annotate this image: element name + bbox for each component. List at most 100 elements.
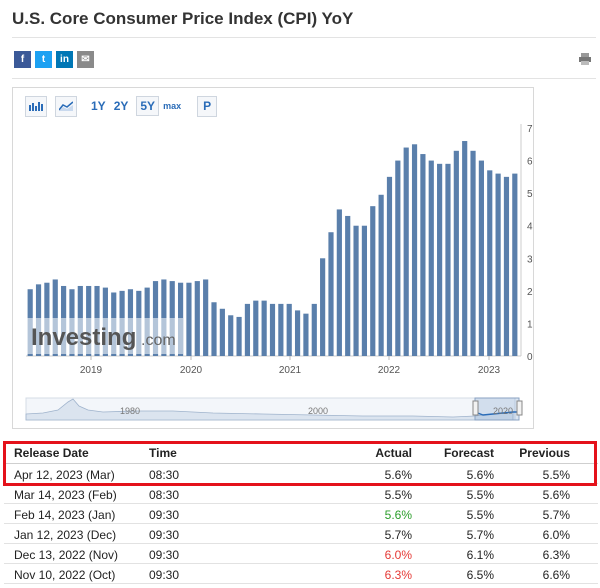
cell-time: 09:30 — [149, 508, 180, 522]
printer-icon[interactable] — [578, 52, 592, 66]
header-forecast[interactable]: Forecast — [443, 446, 494, 460]
bar[interactable] — [161, 279, 167, 356]
chart-container: 1Y 2Y 5Y max P 0 1 2 3 4 5 6 7 Investing .com 2019… — [12, 87, 534, 429]
bar[interactable] — [437, 163, 443, 356]
cell-actual: 5.6% — [384, 468, 412, 482]
bar-chart-toggle[interactable] — [25, 95, 47, 117]
cell-release-date: Feb 14, 2023 (Jan) — [14, 508, 116, 522]
twitter-share-button[interactable]: t — [35, 51, 52, 68]
table-row: Mar 14, 2023 (Feb) 08:30 5.5% 5.5% 5.6% — [4, 484, 598, 504]
cell-actual: 6.3% — [384, 568, 412, 582]
bar[interactable] — [345, 215, 351, 356]
y-tick-label: 7 — [527, 124, 533, 135]
header-time[interactable]: Time — [149, 446, 177, 460]
navigator-tick-label: 2020 — [493, 406, 513, 416]
bar[interactable] — [503, 176, 510, 356]
bar[interactable] — [395, 160, 401, 356]
bar[interactable] — [462, 141, 468, 356]
bar[interactable] — [311, 303, 317, 356]
bar[interactable] — [328, 232, 334, 356]
table-header-row: Release Date Time Actual Forecast Previo… — [4, 441, 598, 464]
bar[interactable] — [236, 316, 242, 356]
bar[interactable] — [303, 313, 309, 356]
cell-time: 09:30 — [149, 568, 180, 582]
bar[interactable] — [478, 160, 484, 356]
bar[interactable] — [370, 206, 376, 356]
cpi-bar-chart: 0 1 2 3 4 5 6 7 Investing .com 2019 2020 2021 2022 202… — [25, 124, 533, 421]
table-row: Jan 12, 2023 (Dec) 09:30 5.7% 5.7% 6.0% — [4, 524, 598, 544]
bar[interactable] — [269, 303, 276, 356]
bar-chart-icon — [29, 102, 43, 111]
cell-previous: 5.7% — [542, 508, 570, 522]
bar[interactable] — [487, 170, 493, 356]
facebook-share-button[interactable]: f — [14, 51, 31, 68]
cell-forecast: 5.5% — [466, 488, 494, 502]
bar[interactable] — [445, 163, 451, 356]
x-tick-label: 2022 — [378, 365, 401, 376]
bar[interactable] — [186, 282, 192, 356]
bar[interactable] — [278, 303, 284, 356]
bar[interactable] — [336, 209, 342, 356]
cell-previous: 5.5% — [542, 468, 570, 482]
y-tick-label: 0 — [527, 352, 533, 363]
bar[interactable] — [403, 147, 409, 356]
cell-previous: 6.0% — [542, 528, 570, 542]
bar[interactable] — [286, 303, 292, 356]
cell-actual: 5.5% — [384, 488, 412, 502]
header-actual[interactable]: Actual — [375, 446, 412, 460]
y-tick-label: 3 — [527, 254, 533, 265]
bar[interactable] — [378, 194, 384, 356]
bar[interactable] — [228, 315, 234, 356]
navigator-left-handle[interactable] — [472, 400, 479, 416]
bar[interactable] — [320, 258, 326, 356]
header-release-date[interactable]: Release Date — [14, 446, 89, 460]
area-chart-icon — [59, 101, 73, 111]
x-tick-label: 2020 — [180, 365, 203, 376]
bar[interactable] — [420, 154, 426, 356]
bar[interactable] — [512, 173, 518, 356]
header-previous[interactable]: Previous — [519, 446, 570, 460]
cell-release-date: Dec 13, 2022 (Nov) — [14, 548, 119, 562]
p-button[interactable]: P — [197, 95, 218, 117]
bar[interactable] — [353, 225, 359, 356]
range-max-button[interactable]: max — [163, 101, 182, 111]
x-tick-label: 2021 — [279, 365, 302, 376]
bar[interactable] — [428, 160, 434, 356]
range-1y-button[interactable]: 1Y — [91, 99, 106, 113]
bar[interactable] — [211, 302, 217, 356]
mail-share-button[interactable]: ✉ — [77, 51, 94, 68]
table-row: Apr 12, 2023 (Mar) 08:30 5.6% 5.6% 5.5% — [4, 464, 598, 484]
table-row: Dec 13, 2022 (Nov) 09:30 6.0% 6.1% 6.3% — [4, 544, 598, 564]
linkedin-share-button[interactable]: in — [56, 51, 73, 68]
cell-actual: 6.0% — [384, 548, 412, 562]
navigator-tick-label: 2000 — [308, 406, 328, 416]
y-tick-label: 4 — [527, 222, 533, 233]
range-2y-button[interactable]: 2Y — [113, 99, 129, 113]
navigator-right-handle[interactable] — [516, 400, 523, 416]
cell-release-date: Apr 12, 2023 (Mar) — [14, 468, 115, 482]
bar[interactable] — [361, 225, 368, 356]
bar[interactable] — [261, 300, 267, 356]
bar[interactable] — [244, 303, 251, 356]
page-title: U.S. Core Consumer Price Index (CPI) YoY — [12, 9, 354, 28]
range-5y-button[interactable]: 5Y — [136, 96, 160, 116]
bar[interactable] — [253, 300, 259, 356]
bar[interactable] — [386, 176, 393, 356]
y-tick-label: 5 — [527, 189, 533, 200]
bar[interactable] — [470, 150, 476, 356]
cell-forecast: 6.5% — [466, 568, 494, 582]
cell-release-date: Mar 14, 2023 (Feb) — [14, 488, 117, 502]
bar[interactable] — [294, 310, 301, 356]
chart-toolbar: 1Y 2Y 5Y max P — [25, 95, 225, 117]
bar[interactable] — [219, 308, 225, 356]
bar[interactable] — [411, 144, 418, 356]
bar[interactable] — [453, 150, 459, 356]
bar[interactable] — [52, 279, 58, 356]
divider — [12, 37, 596, 38]
bar[interactable] — [203, 279, 209, 356]
cell-time: 09:30 — [149, 548, 180, 562]
bar[interactable] — [495, 173, 501, 356]
cell-actual: 5.6% — [384, 508, 412, 522]
area-chart-toggle[interactable] — [55, 95, 77, 117]
bar[interactable] — [194, 281, 200, 356]
